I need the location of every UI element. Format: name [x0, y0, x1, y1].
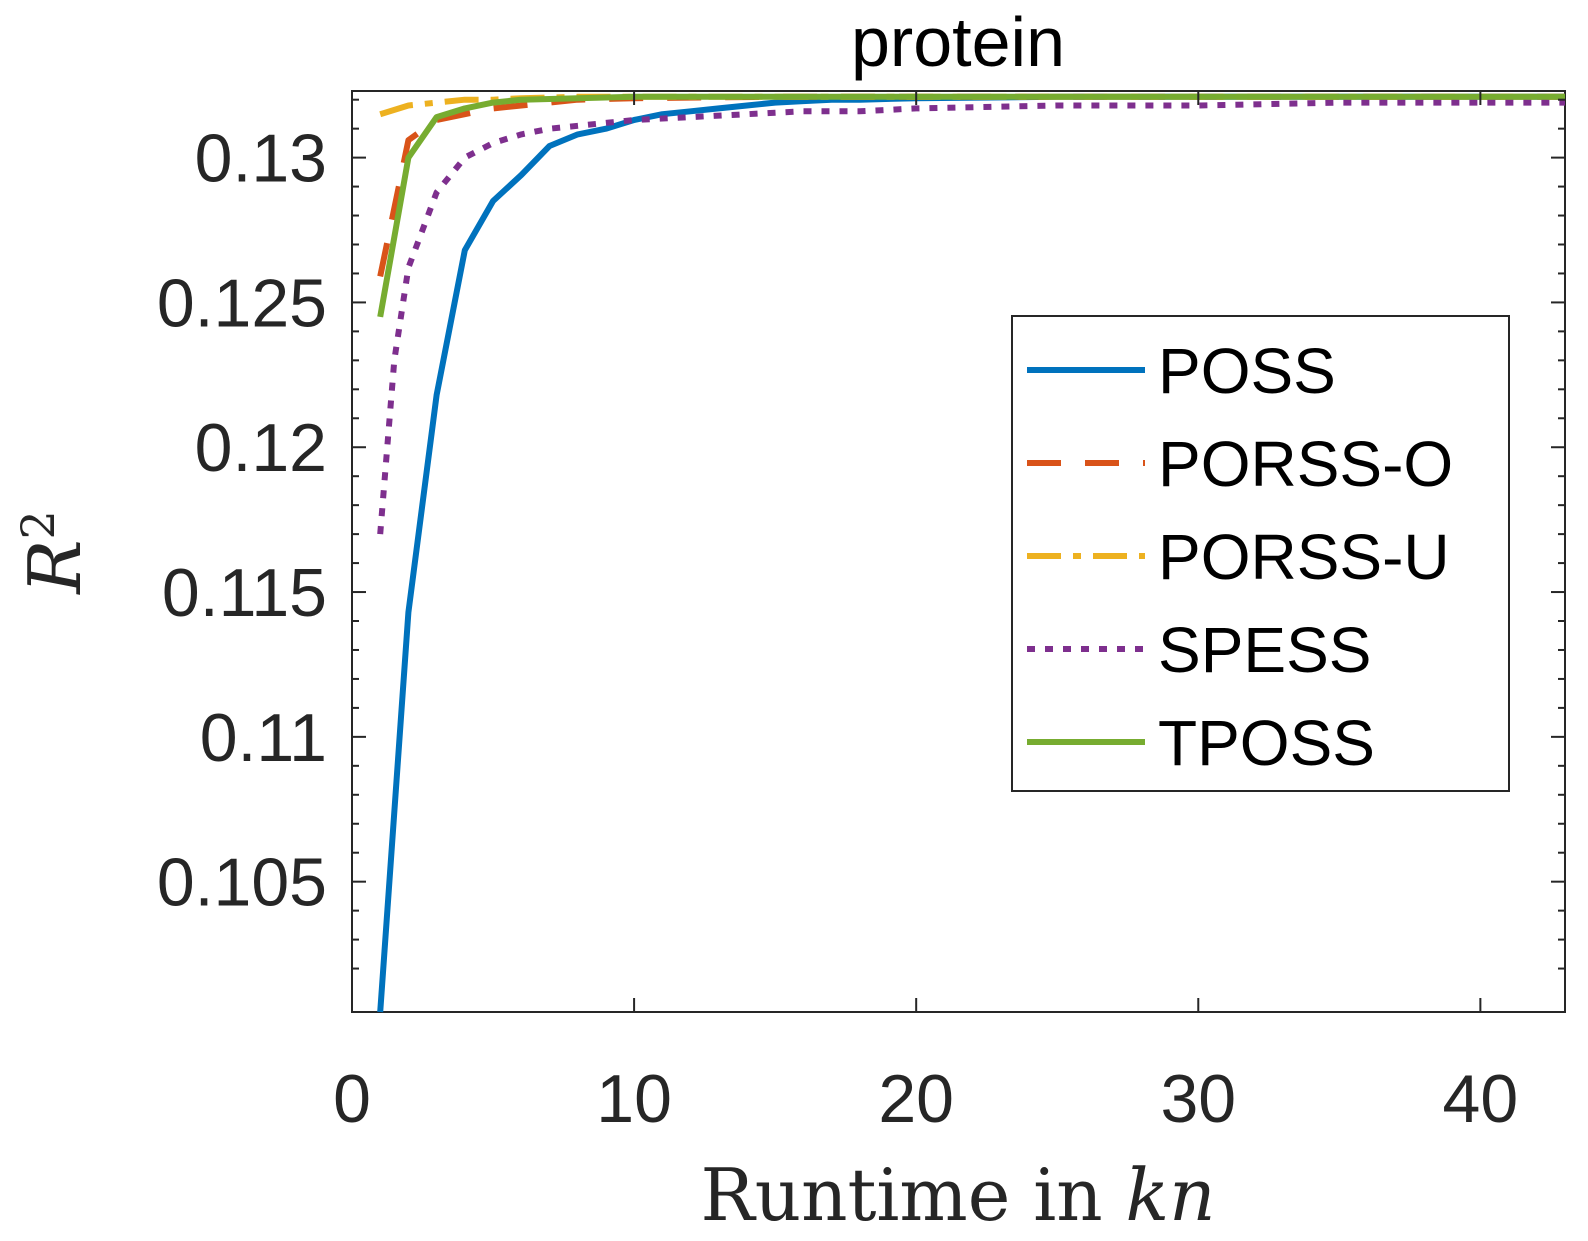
legend-label: PORSS-U — [1158, 521, 1450, 593]
legend-label: SPESS — [1158, 614, 1371, 686]
y-axis-label-superscript: 2 — [11, 510, 65, 539]
y-tick-label: 0.125 — [157, 265, 327, 341]
y-tick-label: 0.105 — [157, 845, 327, 921]
y-axis-label-base: R — [13, 540, 97, 596]
legend-item-porss-o: PORSS-O — [1027, 428, 1453, 500]
tick-layer — [351, 91, 1565, 1012]
chart-title: protein — [851, 3, 1065, 81]
legend-label: TPOSS — [1158, 707, 1375, 779]
legend-items: POSS PORSS-O PORSS-U SPESS TPOSS — [1027, 335, 1453, 779]
y-tick-label: 0.115 — [162, 555, 327, 631]
y-tick-labels: 0.105 0.11 0.115 0.12 0.125 0.13 — [157, 121, 327, 921]
x-tick-label: 40 — [1443, 1061, 1519, 1137]
y-tick-label: 0.13 — [195, 121, 327, 197]
x-tick-label: 0 — [333, 1061, 371, 1137]
legend-item-tposs: TPOSS — [1027, 707, 1375, 779]
y-axis-label: R2 — [11, 510, 97, 596]
x-axis-label-prefix: Runtime in — [701, 1153, 1126, 1237]
x-axis-label-math: kn — [1125, 1153, 1215, 1237]
series-line-tposs — [377, 93, 1565, 318]
y-tick-label: 0.11 — [200, 700, 327, 776]
x-tick-labels: 0 10 20 30 40 — [333, 1061, 1518, 1137]
x-axis-label: Runtime in kn — [701, 1153, 1216, 1237]
x-tick-label: 20 — [878, 1061, 954, 1137]
legend-item-spess: SPESS — [1027, 614, 1371, 686]
x-tick-label: 30 — [1160, 1061, 1236, 1137]
series-line-spess — [377, 99, 1565, 535]
legend-item-porss-u: PORSS-U — [1027, 521, 1450, 593]
series-line-porss-u — [379, 93, 1565, 118]
y-tick-label: 0.12 — [195, 410, 327, 486]
x-tick-label: 10 — [596, 1061, 672, 1137]
legend-label: POSS — [1158, 335, 1336, 407]
legend-box — [1011, 315, 1510, 792]
legend: POSS PORSS-O PORSS-U SPESS TPOSS — [1011, 315, 1510, 792]
legend-item-poss: POSS — [1027, 335, 1336, 407]
legend-label: PORSS-O — [1158, 428, 1453, 500]
